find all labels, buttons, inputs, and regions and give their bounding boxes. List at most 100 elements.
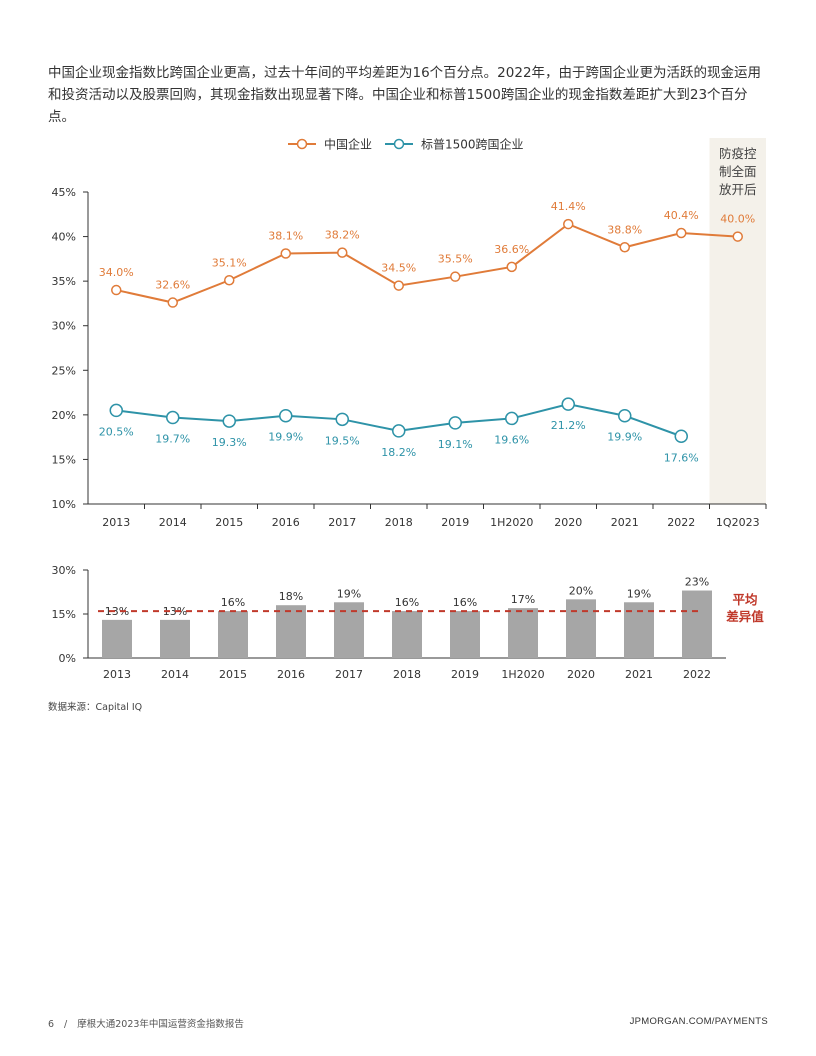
china-data-point <box>732 231 743 242</box>
china-data-point <box>224 275 235 286</box>
intro-paragraph: 中国企业现金指数比跨国企业更高，过去十年间的平均差距为16个百分点。2022年，… <box>48 65 762 125</box>
y-tick-label: 40% <box>52 231 76 244</box>
sp1500-data-point <box>561 397 575 411</box>
china-data-label: 38.8% <box>607 223 642 236</box>
y-tick-label: 35% <box>52 275 76 288</box>
china-data-label: 40.4% <box>664 209 699 222</box>
footer-left: 6 / 摩根大通2023年中国运营资金指数报告 <box>48 1016 244 1030</box>
sp1500-data-label: 19.3% <box>212 436 247 449</box>
gap-bar <box>450 611 480 658</box>
x-tick-label: 1H2020 <box>490 516 533 529</box>
bar-chart: 0%15%30%13%201313%201416%201518%201619%2… <box>52 564 765 681</box>
china-data-point <box>676 227 687 239</box>
y-tick-label: 15% <box>52 453 76 466</box>
gap-bar <box>682 590 712 658</box>
legend-marker <box>296 138 308 150</box>
x-tick-label: 2015 <box>219 668 247 681</box>
bar-value-label: 16% <box>395 596 419 609</box>
x-tick-label: 2019 <box>451 668 479 681</box>
sp1500-data-label: 21.2% <box>551 419 586 432</box>
china-data-label: 32.6% <box>155 279 190 292</box>
report-title: 摩根大通2023年中国运营资金指数报告 <box>77 1019 244 1030</box>
bar-value-label: 19% <box>627 587 651 600</box>
x-tick-label: 2019 <box>441 516 469 529</box>
legend-label: 标普1500跨国企业 <box>421 137 524 152</box>
gap-bar <box>334 602 364 658</box>
sp1500-data-label: 19.6% <box>494 433 529 446</box>
sp1500-data-label: 17.6% <box>664 451 699 464</box>
gap-bar <box>508 608 538 658</box>
china-data-label: 38.1% <box>268 230 303 243</box>
annotation-line: 放开后 <box>719 182 757 197</box>
gap-bar <box>102 619 132 658</box>
china-data-point <box>280 248 291 259</box>
china-data-label: 34.5% <box>381 262 416 275</box>
x-tick-label: 2016 <box>277 668 305 681</box>
gap-bar <box>566 599 596 658</box>
bar-value-label: 23% <box>685 576 709 589</box>
sp1500-data-label: 19.9% <box>607 431 642 444</box>
footer-website-link[interactable]: JPMORGAN.COM/PAYMENTS <box>629 1016 768 1027</box>
sp1500-data-label: 19.1% <box>438 438 473 451</box>
china-data-label: 35.5% <box>438 253 473 266</box>
bar-value-label: 20% <box>569 584 593 597</box>
x-tick-label: 2016 <box>272 516 300 529</box>
x-tick-label: 1H2020 <box>501 668 544 681</box>
x-tick-label: 2013 <box>102 516 130 529</box>
x-tick-label: 2018 <box>385 516 413 529</box>
y-tick-label: 10% <box>52 498 76 511</box>
china-data-label: 34.0% <box>99 266 134 279</box>
sp1500-data-point <box>392 424 406 438</box>
bar-value-label: 19% <box>337 587 361 600</box>
sp1500-data-point <box>166 410 180 425</box>
sp1500-data-point <box>335 412 349 427</box>
legend-marker <box>393 138 405 150</box>
china-data-point <box>337 247 348 258</box>
china-data-point <box>619 242 630 253</box>
x-tick-label: 2022 <box>667 516 695 529</box>
average-label: 差异值 <box>725 609 764 624</box>
data-source: 数据来源：Capital IQ <box>48 702 143 713</box>
x-tick-label: 2017 <box>328 516 356 529</box>
china-data-point <box>111 284 122 296</box>
china-data-label: 35.1% <box>212 256 247 269</box>
bar-value-label: 16% <box>453 596 477 609</box>
x-tick-label: 2020 <box>567 668 595 681</box>
sp1500-data-point <box>674 429 688 444</box>
bar-value-label: 17% <box>511 593 535 606</box>
page-number: 6 <box>48 1019 55 1030</box>
bar-value-label: 16% <box>221 596 245 609</box>
y-tick-label: 25% <box>52 364 76 377</box>
y-tick-label: 30% <box>52 320 76 333</box>
gap-bar <box>276 605 306 658</box>
sp1500-data-label: 19.9% <box>268 431 303 444</box>
china-data-label: 40.0% <box>720 213 755 226</box>
x-tick-label: 2017 <box>335 668 363 681</box>
china-data-label: 38.2% <box>325 229 360 242</box>
x-tick-label: 2020 <box>554 516 582 529</box>
y-tick-label: 20% <box>52 409 76 422</box>
china-data-point <box>563 218 574 230</box>
legend-label: 中国企业 <box>324 137 372 152</box>
gap-bar <box>160 619 190 658</box>
bar-value-label: 13% <box>105 605 129 618</box>
sp1500-data-point <box>279 408 293 423</box>
china-series-line <box>116 222 738 304</box>
sp1500-data-label: 19.7% <box>155 433 190 446</box>
china-data-point <box>167 297 178 308</box>
footer-separator: / <box>64 1019 68 1030</box>
y-tick-label: 15% <box>52 608 76 621</box>
x-tick-label: 2014 <box>161 668 189 681</box>
x-tick-label: 1Q2023 <box>716 516 760 529</box>
sp1500-data-point <box>618 408 632 423</box>
sp1500-data-point <box>109 403 123 418</box>
sp1500-data-point <box>505 411 519 426</box>
sp1500-data-label: 20.5% <box>99 425 134 438</box>
sp1500-data-point <box>222 414 236 428</box>
sp1500-data-label: 19.5% <box>325 434 360 447</box>
x-tick-label: 2021 <box>611 516 639 529</box>
china-data-label: 41.4% <box>551 200 586 213</box>
x-tick-label: 2013 <box>103 668 131 681</box>
x-tick-label: 2021 <box>625 668 653 681</box>
